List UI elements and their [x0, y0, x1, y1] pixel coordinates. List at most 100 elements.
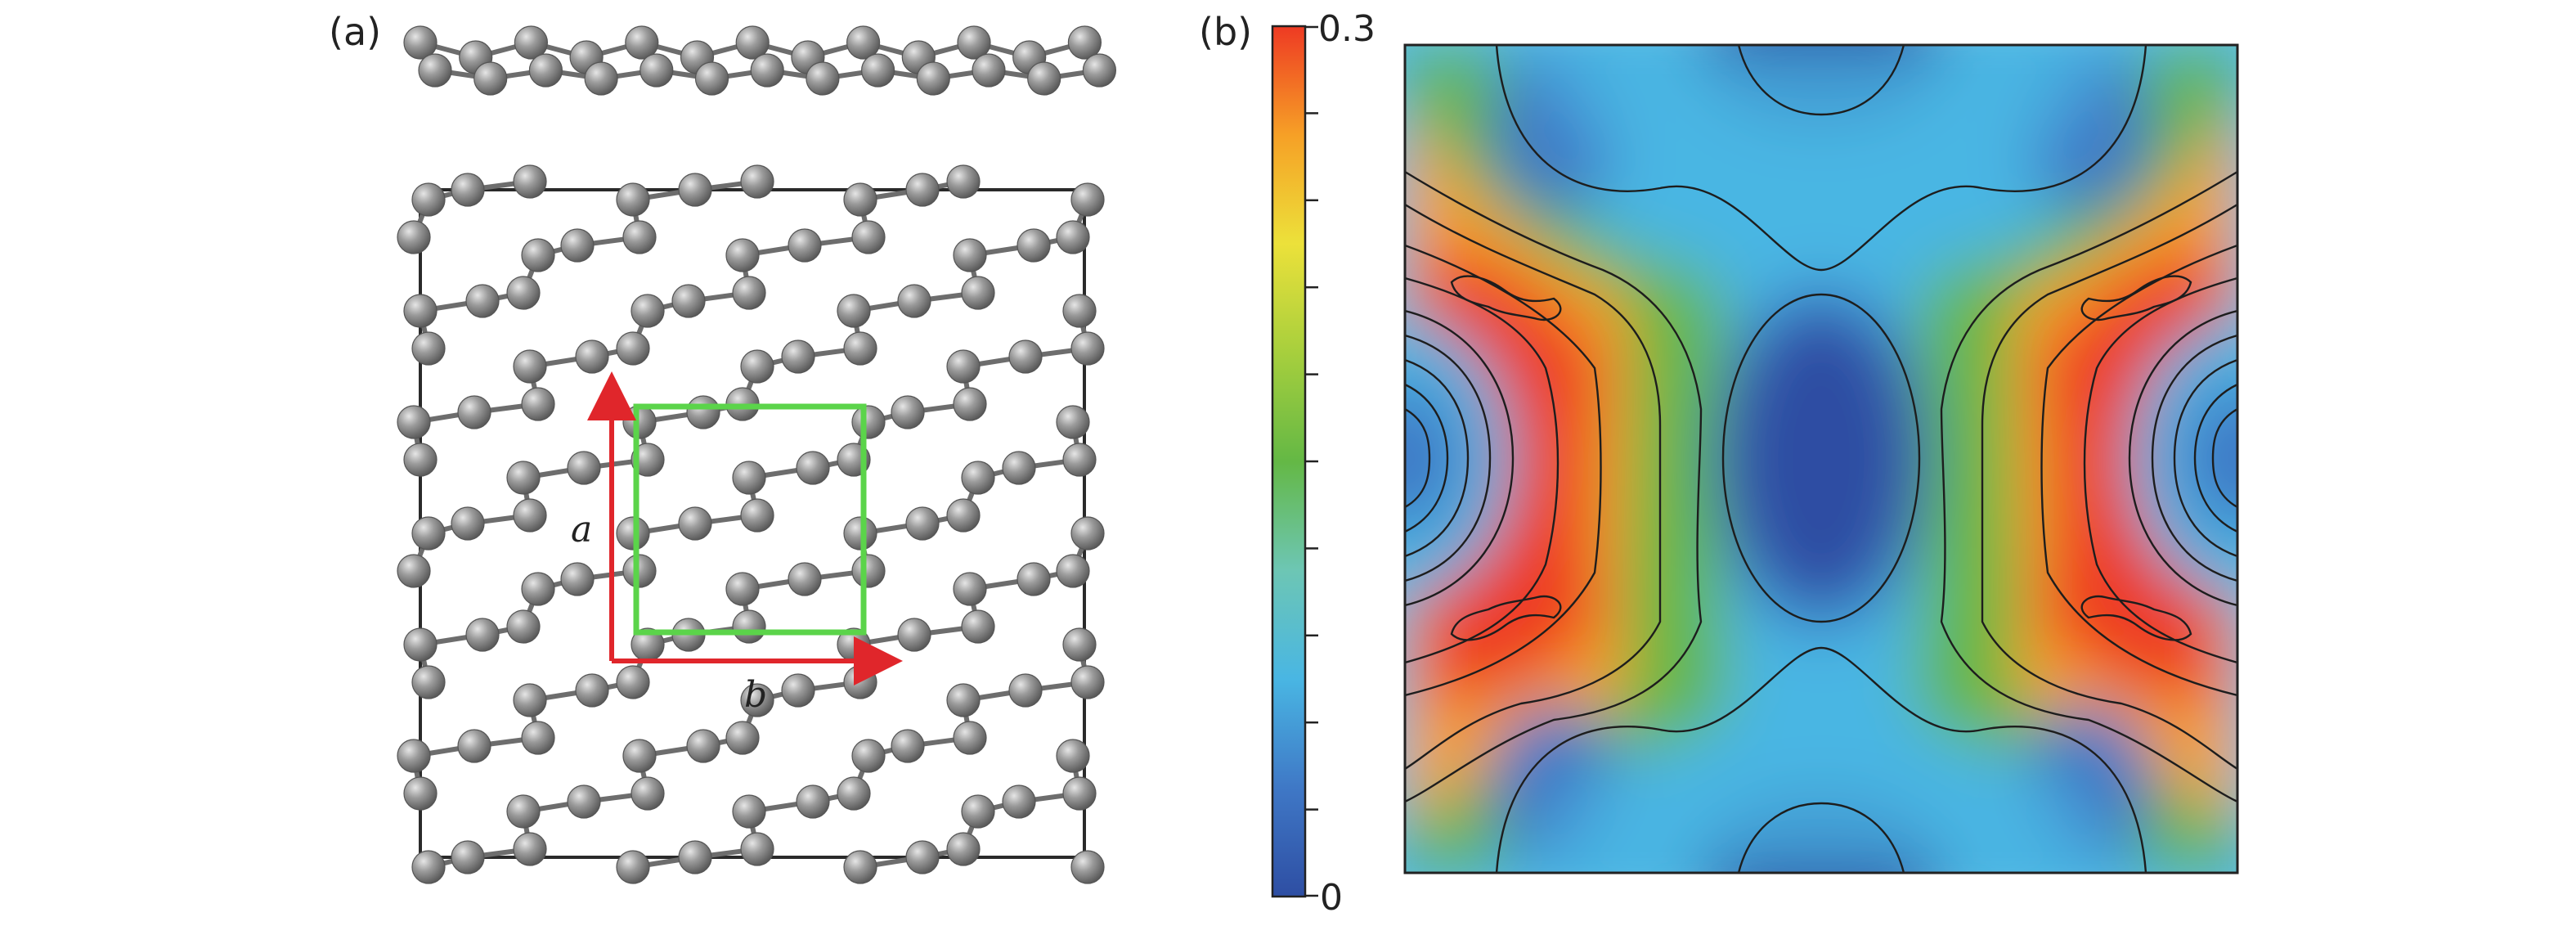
carbon-atom	[788, 562, 822, 596]
carbon-atom	[740, 832, 774, 866]
vector-a-label: a	[571, 509, 592, 551]
carbon-atom	[403, 627, 438, 662]
carbon-atom	[622, 220, 657, 254]
carbon-atom	[521, 572, 555, 606]
carbon-atom	[1056, 405, 1090, 439]
carbon-atom	[622, 554, 657, 588]
carbon-atom	[1070, 516, 1105, 551]
carbon-atom	[513, 498, 547, 533]
carbon-atom	[513, 349, 547, 384]
carbon-atom	[740, 349, 774, 384]
carbon-atom	[631, 443, 665, 477]
carbon-atom	[514, 25, 549, 60]
carbon-atom	[1056, 220, 1090, 254]
panel-b-label: (b)	[1199, 10, 1253, 54]
carbon-atom	[750, 53, 784, 88]
carbon-atom	[411, 850, 446, 884]
carbon-atom	[686, 729, 720, 763]
carbon-atom	[513, 164, 547, 199]
carbon-atom	[725, 238, 760, 272]
carbon-atom	[851, 739, 886, 773]
carbon-atom	[1070, 182, 1105, 217]
carbon-atom	[740, 164, 774, 199]
panel-a-label: (a)	[329, 10, 382, 54]
carbon-atom	[972, 53, 1006, 88]
carbon-atom	[851, 405, 886, 439]
carbon-atom	[851, 220, 886, 254]
carbon-atom	[916, 61, 950, 96]
carbon-atom	[961, 609, 995, 644]
carbon-atom	[1070, 665, 1105, 699]
carbon-atom	[1056, 554, 1090, 588]
carbon-atom	[740, 683, 774, 717]
carbon-atom	[411, 665, 446, 699]
vector-b-label: b	[744, 674, 767, 716]
carbon-atom	[451, 506, 485, 541]
carbon-atom	[1062, 443, 1097, 477]
carbon-atom	[616, 331, 650, 366]
carbon-atom	[560, 228, 595, 263]
carbon-atom	[905, 173, 940, 207]
carbon-atom	[457, 729, 491, 763]
carbon-atom	[575, 339, 609, 374]
contour-map-frame	[1403, 43, 2239, 874]
carbon-atom	[397, 405, 431, 439]
carbon-atom	[843, 182, 877, 217]
carbon-atom	[1062, 776, 1097, 811]
carbon-atom	[1070, 331, 1105, 366]
carbon-atom	[686, 395, 720, 429]
carbon-atom	[905, 840, 940, 874]
atom-lattice	[397, 164, 1105, 884]
carbon-atom	[1016, 562, 1051, 596]
carbon-atom	[631, 294, 665, 328]
colorbar: 0.3 0	[1271, 8, 1376, 919]
carbon-atom	[1008, 673, 1043, 708]
carbon-atom	[732, 609, 766, 644]
carbon-atom	[1062, 627, 1097, 662]
colorbar-max-label: 0.3	[1318, 8, 1376, 50]
carbon-atom	[946, 164, 981, 199]
carbon-atom	[735, 25, 770, 60]
carbon-atom	[837, 776, 871, 811]
carbon-atom	[781, 673, 815, 708]
carbon-atom	[521, 238, 555, 272]
carbon-atom	[678, 506, 712, 541]
carbon-atom	[631, 776, 665, 811]
carbon-atom	[403, 25, 438, 60]
colorbar-min-label: 0	[1320, 877, 1343, 919]
contour-lines	[1405, 45, 2237, 873]
carbon-atom	[732, 461, 766, 495]
carbon-atom	[953, 572, 987, 606]
carbon-atom	[796, 784, 830, 819]
carbon-atom	[397, 220, 431, 254]
carbon-atom	[740, 498, 774, 533]
carbon-atom	[905, 506, 940, 541]
carbon-atom	[403, 294, 438, 328]
carbon-atom	[843, 331, 877, 366]
carbon-atom	[411, 331, 446, 366]
carbon-atom	[457, 395, 491, 429]
carbon-atom	[403, 443, 438, 477]
carbon-atom	[584, 61, 618, 96]
carbon-atom	[465, 284, 500, 318]
carbon-atom	[616, 665, 650, 699]
carbon-atom	[622, 405, 657, 439]
carbon-atom	[506, 461, 541, 495]
carbon-atom	[1002, 784, 1036, 819]
carbon-atom	[837, 294, 871, 328]
carbon-atom	[506, 794, 541, 829]
carbon-atom	[465, 618, 500, 652]
carbon-atom	[946, 683, 981, 717]
carbon-atom	[678, 173, 712, 207]
carbon-atom	[451, 840, 485, 874]
carbon-atom	[451, 173, 485, 207]
carbon-atom	[781, 339, 815, 374]
carbon-atom	[788, 228, 822, 263]
carbon-atom	[846, 25, 881, 60]
carbon-atom	[1056, 739, 1090, 773]
carbon-atom	[397, 739, 431, 773]
carbon-atom	[622, 739, 657, 773]
carbon-atom	[860, 53, 895, 88]
carbon-atom	[725, 721, 760, 755]
colorbar-gradient	[1271, 25, 1307, 898]
